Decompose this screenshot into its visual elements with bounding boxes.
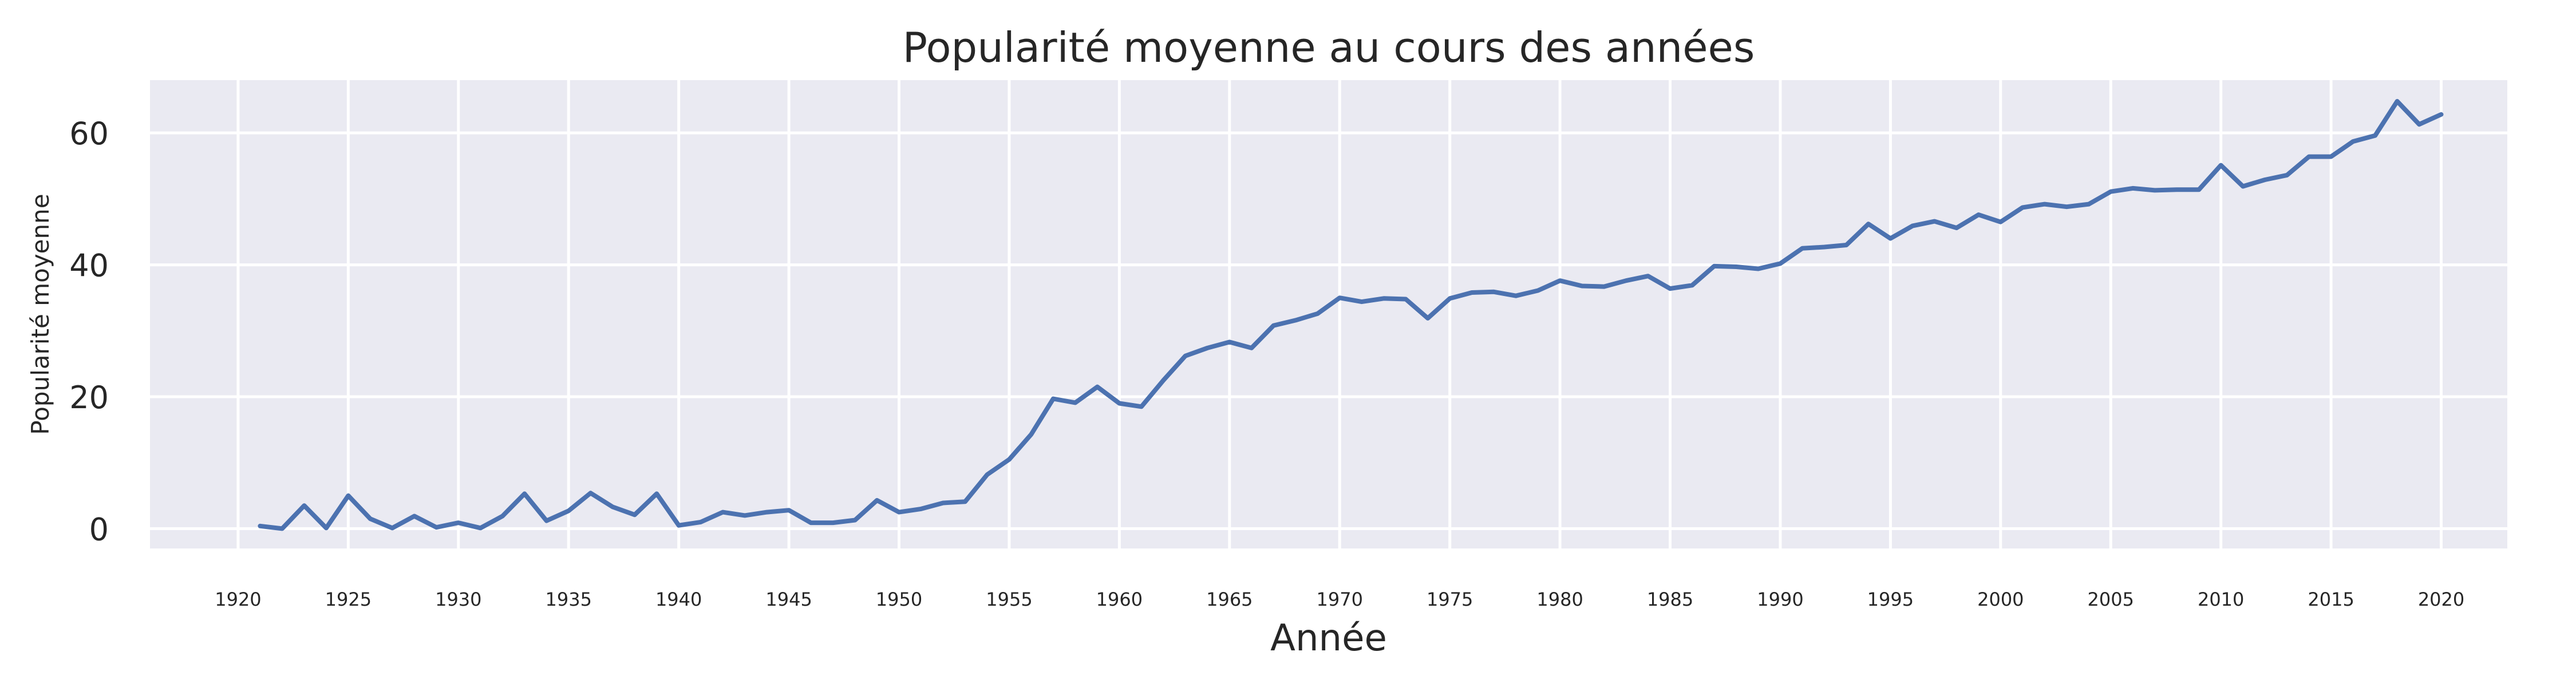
- x-tick-label: 1930: [435, 589, 481, 610]
- y-axis-label: Popularité moyenne: [26, 194, 54, 435]
- y-tick-label: 0: [89, 511, 109, 547]
- y-tick-label: 60: [69, 116, 109, 152]
- x-tick-label: 1945: [765, 589, 812, 610]
- x-tick-label: 1920: [215, 589, 261, 610]
- x-tick-label: 1960: [1096, 589, 1143, 610]
- y-tick-label: 40: [69, 248, 109, 284]
- y-tick-labels: 0 20 40 60: [69, 116, 109, 547]
- x-tick-label: 2020: [2418, 589, 2464, 610]
- x-tick-label: 1965: [1206, 589, 1253, 610]
- x-tick-label: 1975: [1427, 589, 1473, 610]
- x-axis-label: Année: [1270, 617, 1387, 660]
- x-tick-label: 2010: [2198, 589, 2244, 610]
- x-tick-label: 1970: [1317, 589, 1363, 610]
- y-tick-label: 20: [69, 380, 109, 416]
- x-tick-label: 1925: [325, 589, 372, 610]
- x-tick-label: 1990: [1757, 589, 1803, 610]
- x-tick-label: 1995: [1867, 589, 1914, 610]
- x-tick-label: 1980: [1536, 589, 1583, 610]
- x-tick-label: 1950: [876, 589, 922, 610]
- y-gridlines: [150, 131, 2507, 530]
- x-tick-label: 1955: [986, 589, 1032, 610]
- series-line: [258, 98, 2444, 531]
- x-tick-label: 1935: [546, 589, 592, 610]
- x-tick-label: 1985: [1647, 589, 1693, 610]
- plot-area: [150, 80, 2507, 548]
- x-tick-label: 2015: [2308, 589, 2354, 610]
- x-tick-label: 2005: [2088, 589, 2134, 610]
- x-tick-labels: 1920 1925 1930 1935 1940 1945 1950 1955 1960 1965…: [215, 589, 2464, 610]
- x-tick-label: 1940: [655, 589, 702, 610]
- chart-title: Popularité moyenne au cours des années: [903, 23, 1755, 72]
- x-gridlines: [236, 80, 2443, 548]
- x-tick-label: 2000: [1977, 589, 2024, 610]
